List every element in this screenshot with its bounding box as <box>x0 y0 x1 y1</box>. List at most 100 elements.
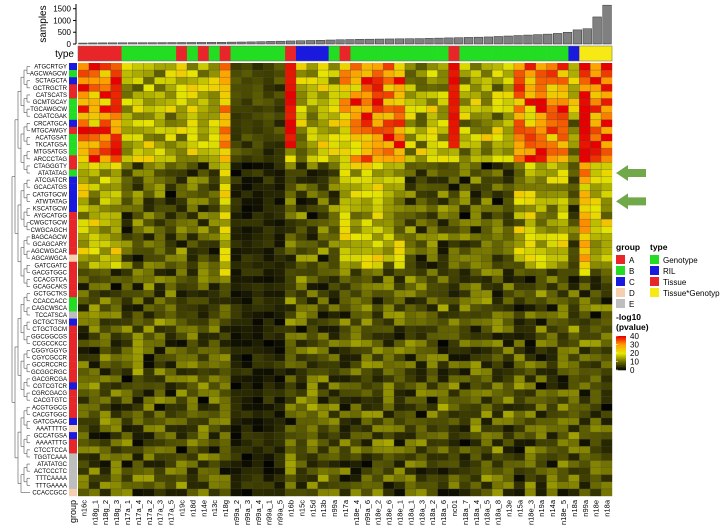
heat-cell <box>394 325 406 333</box>
heat-cell <box>459 155 471 163</box>
heat-cell <box>230 77 242 85</box>
heat-cell <box>165 332 177 341</box>
heat-cell <box>263 226 275 234</box>
heat-cell <box>328 453 340 461</box>
heat-cell <box>176 105 188 113</box>
heat-cell <box>404 467 417 475</box>
heat-cell <box>524 212 536 220</box>
heat-cell <box>557 119 569 128</box>
heat-cell <box>121 439 133 447</box>
heat-cell <box>208 361 220 369</box>
heat-cell <box>252 105 264 113</box>
heat-cell <box>481 70 493 78</box>
heat-cell <box>394 119 406 128</box>
type-cell <box>154 46 166 61</box>
heat-cell <box>78 176 90 184</box>
heat-cell <box>317 176 329 184</box>
heat-cell <box>165 432 177 440</box>
heat-cell <box>176 389 188 397</box>
heat-cell <box>165 63 177 71</box>
heat-cell <box>132 332 144 341</box>
heat-cell <box>78 190 90 199</box>
heat-cell <box>448 133 460 142</box>
heat-cell <box>557 197 569 206</box>
heat-cell <box>110 148 122 156</box>
heat-cell <box>317 439 329 447</box>
heat-cell <box>197 368 209 376</box>
heat-cell <box>328 425 340 433</box>
top-bar <box>464 37 474 45</box>
heat-cell <box>535 63 547 71</box>
heat-cell <box>99 432 111 440</box>
heat-cell <box>165 148 177 156</box>
heat-cell <box>361 290 373 298</box>
heat-cell <box>361 105 373 113</box>
heat-cell <box>579 254 591 262</box>
heat-cell <box>121 275 133 284</box>
heat-cell <box>285 204 297 213</box>
heat-cell <box>361 417 373 426</box>
heat-cell <box>263 212 275 220</box>
heat-cell <box>285 410 297 419</box>
heat-cell <box>154 474 166 483</box>
heat-cell <box>535 77 547 85</box>
heat-cell <box>186 63 199 71</box>
heat-cell <box>143 432 155 440</box>
type-cell <box>176 46 188 61</box>
heat-cell <box>328 141 340 149</box>
heat-cell <box>88 204 100 213</box>
heat-cell <box>513 126 526 135</box>
heat-cell <box>219 268 231 277</box>
heat-cell <box>404 382 417 390</box>
heat-cell <box>328 346 340 355</box>
row-label: CATGTGCW <box>32 192 67 198</box>
top-bar <box>167 42 177 45</box>
heat-cell <box>448 389 460 397</box>
heat-cell <box>274 474 286 483</box>
heat-cell <box>208 375 220 383</box>
heat-cell <box>285 346 297 355</box>
heat-cell <box>154 346 166 355</box>
heat-cell <box>372 176 384 184</box>
heat-cell <box>437 425 449 433</box>
heat-cell <box>176 290 188 298</box>
heat-cell <box>165 382 177 390</box>
heat-cell <box>448 346 460 355</box>
heat-cell <box>415 368 427 376</box>
heat-cell <box>470 155 482 163</box>
heat-cell <box>601 382 613 390</box>
heat-cell <box>88 126 100 135</box>
heat-cell <box>394 141 406 149</box>
heat-cell <box>252 332 264 341</box>
group-cell <box>69 304 77 312</box>
heat-cell <box>295 346 308 355</box>
heat-cell <box>99 240 111 248</box>
heat-cell <box>481 240 493 248</box>
heat-cell <box>132 361 144 369</box>
heat-cell <box>361 488 373 497</box>
heat-cell <box>306 133 318 142</box>
heat-cell <box>437 283 449 291</box>
heat-cell <box>317 268 329 277</box>
heat-cell <box>361 389 373 397</box>
group-cell <box>69 368 77 376</box>
heat-cell <box>295 63 308 71</box>
heat-cell <box>165 325 177 333</box>
heat-cell <box>132 70 144 78</box>
heat-cell <box>176 481 188 490</box>
heat-cell <box>459 183 471 191</box>
heat-cell <box>481 346 493 355</box>
heat-cell <box>481 261 493 270</box>
type-cell <box>470 46 482 61</box>
heat-cell <box>165 396 177 404</box>
heat-cell <box>557 453 569 461</box>
heat-cell <box>78 226 90 234</box>
heat-cell <box>285 446 297 454</box>
heat-cell <box>448 403 460 412</box>
heat-cell <box>404 304 417 312</box>
heat-cell <box>492 91 504 99</box>
heat-cell <box>437 204 449 213</box>
heat-cell <box>88 254 100 262</box>
heat-cell <box>524 126 536 135</box>
heat-cell <box>328 311 340 319</box>
